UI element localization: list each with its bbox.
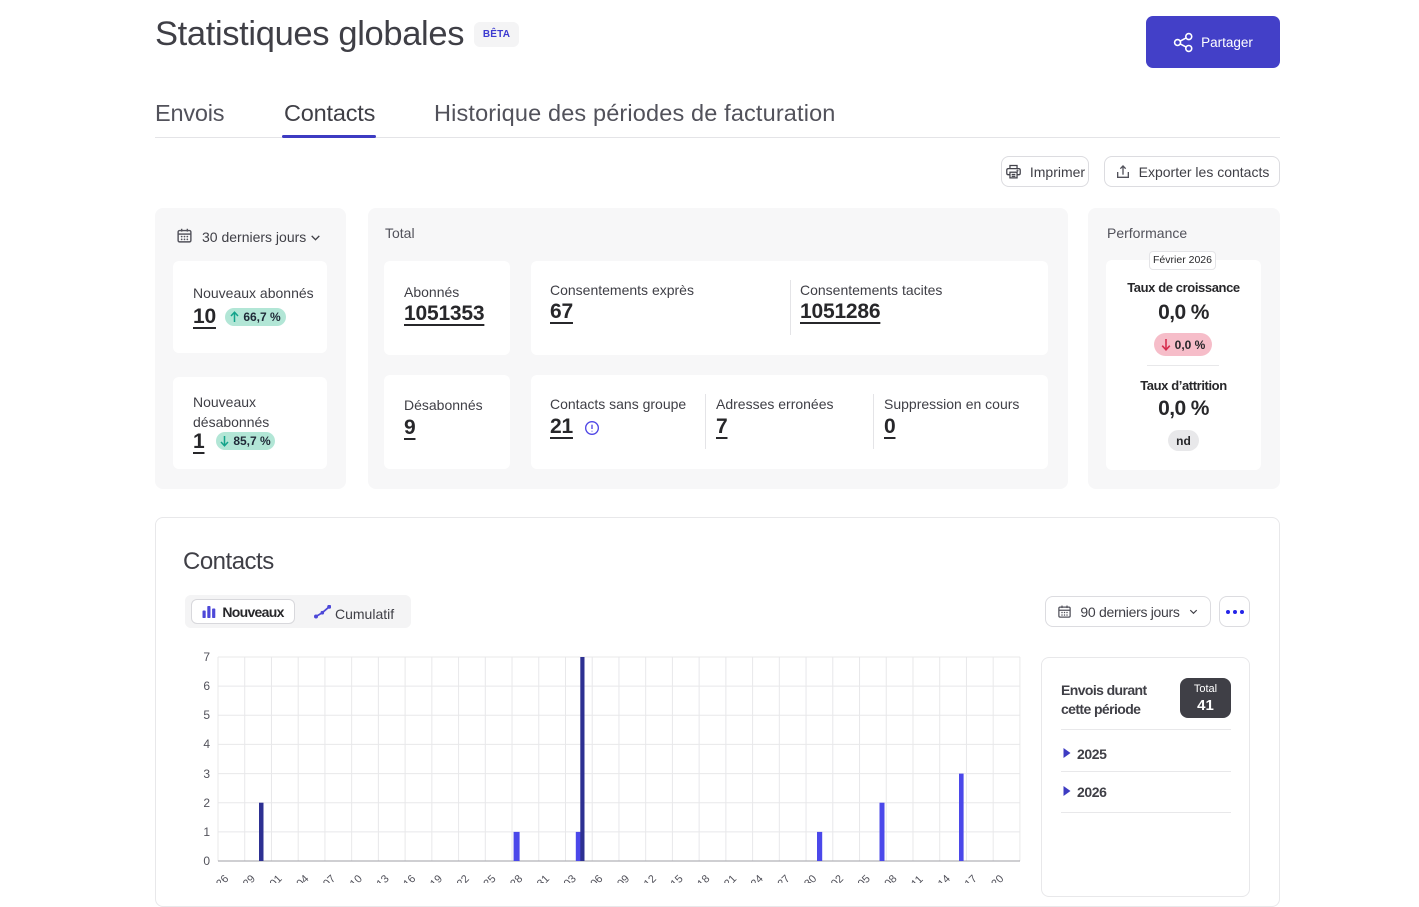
svg-text:14: 14 [936,873,953,883]
svg-text:10: 10 [348,873,365,883]
svg-text:3: 3 [203,767,210,781]
svg-text:25: 25 [481,873,498,883]
svg-text:21: 21 [722,873,739,883]
svg-text:02: 02 [829,873,846,883]
svg-text:01: 01 [268,873,285,883]
svg-text:30: 30 [802,873,819,883]
svg-text:17: 17 [963,873,980,883]
svg-text:04: 04 [294,873,311,883]
svg-text:31: 31 [535,873,552,883]
svg-text:12: 12 [642,873,659,883]
svg-text:26: 26 [214,873,231,883]
svg-text:07: 07 [321,873,338,883]
svg-text:0: 0 [203,854,210,868]
svg-text:1: 1 [203,825,210,839]
svg-text:09: 09 [615,873,632,883]
svg-text:11: 11 [909,874,926,883]
svg-text:08: 08 [882,873,899,883]
svg-text:16: 16 [401,873,418,883]
svg-text:03: 03 [562,873,579,883]
svg-text:28: 28 [508,873,525,883]
svg-text:19: 19 [428,873,445,883]
svg-text:18: 18 [695,873,712,883]
svg-text:2: 2 [203,796,210,810]
svg-text:24: 24 [749,873,766,883]
svg-text:06: 06 [588,873,605,883]
svg-text:20: 20 [989,873,1006,883]
svg-text:29: 29 [241,873,258,883]
svg-text:13: 13 [375,873,392,883]
svg-text:4: 4 [203,737,210,751]
svg-text:15: 15 [669,873,686,883]
svg-text:6: 6 [203,679,210,693]
svg-text:7: 7 [203,650,210,664]
svg-text:5: 5 [203,708,210,722]
svg-text:05: 05 [856,873,873,883]
svg-text:27: 27 [775,873,792,883]
svg-text:22: 22 [455,873,472,883]
